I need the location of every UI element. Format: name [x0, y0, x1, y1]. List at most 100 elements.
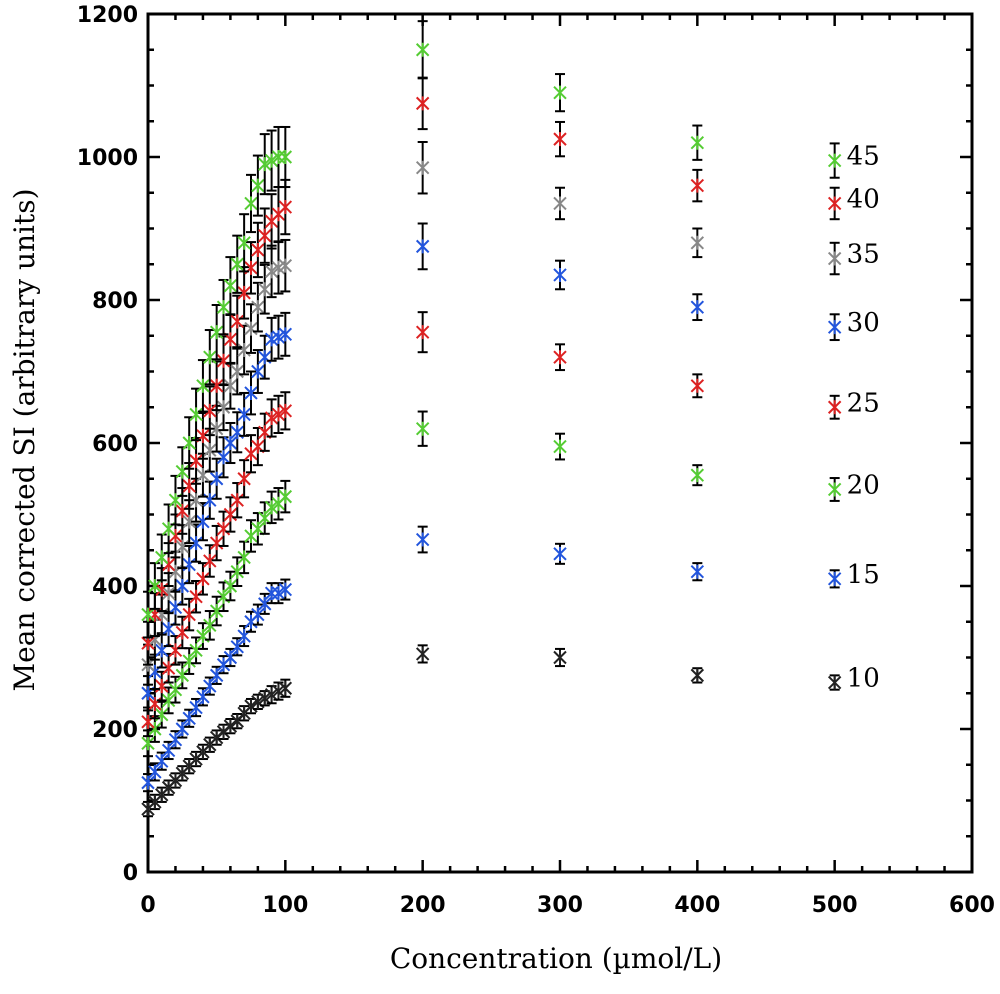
data-point: [415, 96, 430, 111]
data-point: [175, 579, 190, 593]
data-point: [230, 639, 244, 654]
y-tick-label: 200: [92, 718, 138, 743]
data-point: [230, 257, 244, 272]
data-point: [553, 439, 567, 454]
data-point: [196, 689, 210, 704]
data-point: [209, 421, 224, 436]
data-point: [278, 489, 293, 504]
data-point: [209, 536, 224, 551]
data-point: [223, 278, 238, 293]
data-point: [258, 511, 272, 526]
series-25: 25: [141, 311, 880, 738]
x-tick-label: 400: [674, 893, 720, 918]
data-point: [271, 330, 286, 345]
data-point: [196, 378, 210, 393]
data-point: [148, 696, 162, 711]
data-point: [251, 178, 265, 193]
data-point: [196, 468, 210, 483]
data-point: [161, 586, 176, 601]
series-label: 25: [847, 388, 880, 418]
data-point: [168, 600, 183, 615]
data-point: [237, 471, 251, 486]
data-point: [230, 364, 244, 379]
data-point: [155, 679, 169, 694]
data-point: [209, 471, 224, 486]
data-point: [690, 468, 705, 483]
data-point: [415, 239, 430, 254]
data-point: [209, 668, 224, 683]
series-label: 45: [847, 142, 880, 172]
data-point: [244, 699, 258, 714]
data-point: [258, 350, 272, 365]
data-point: [175, 503, 190, 518]
data-point: [203, 443, 217, 458]
data-point: [690, 564, 705, 579]
series-label: 15: [847, 560, 880, 590]
y-tick-label: 600: [92, 432, 138, 457]
data-point: [258, 228, 272, 243]
data-point: [271, 586, 286, 601]
data-point: [827, 571, 842, 586]
data-point: [827, 153, 842, 168]
data-point: [237, 343, 251, 358]
y-axis-label: Mean corrected SI (arbitrary units): [8, 188, 41, 691]
data-point: [141, 714, 155, 729]
data-point: [251, 521, 265, 536]
data-point: [278, 200, 293, 215]
data-point: [251, 300, 265, 315]
y-tick-label: 1000: [77, 146, 138, 171]
data-point: [148, 579, 162, 593]
data-point: [415, 646, 430, 661]
data-point: [244, 385, 258, 400]
data-point: [827, 400, 842, 415]
data-point: [175, 464, 190, 479]
y-tick-label: 400: [92, 575, 138, 600]
data-point: [223, 579, 238, 593]
data-point: [189, 536, 203, 551]
data-marks: 10 15 20 25 30 35 40 45: [141, 20, 880, 818]
data-point: [230, 493, 244, 508]
data-point: [209, 325, 224, 340]
data-point: [553, 267, 567, 282]
x-tick-label: 600: [949, 893, 995, 918]
series-35: 35: [141, 140, 880, 686]
data-point: [203, 493, 217, 508]
data-point: [223, 378, 238, 393]
data-point: [196, 629, 210, 644]
data-point: [175, 668, 190, 683]
data-point: [237, 285, 251, 300]
data-point: [553, 85, 567, 100]
data-point: [258, 691, 272, 706]
data-point: [209, 604, 224, 619]
data-point: [223, 507, 238, 522]
data-point: [216, 400, 231, 415]
data-point: [168, 732, 183, 747]
data-point: [237, 550, 251, 565]
data-point: [182, 436, 196, 450]
data-point: [251, 364, 265, 379]
series-45: 45: [141, 20, 880, 639]
data-point: [278, 681, 293, 696]
data-point: [264, 410, 279, 425]
data-point: [189, 407, 203, 422]
data-point: [155, 754, 169, 769]
data-point: [182, 557, 196, 572]
data-point: [690, 300, 705, 315]
data-point: [278, 327, 293, 342]
data-point: [553, 196, 567, 211]
series-label: 30: [847, 308, 880, 338]
data-point: [196, 571, 210, 586]
series-label: 40: [847, 184, 880, 214]
data-point: [230, 425, 244, 440]
data-point: [264, 687, 279, 702]
data-point: [148, 764, 162, 779]
data-point: [827, 482, 842, 497]
data-point: [553, 132, 567, 147]
series-label: 10: [847, 664, 880, 694]
y-tick-label: 1200: [77, 3, 138, 28]
data-point: [203, 553, 217, 568]
data-point: [827, 320, 842, 335]
data-point: [251, 607, 265, 622]
data-point: [415, 325, 430, 340]
series-15: 15: [141, 525, 880, 793]
